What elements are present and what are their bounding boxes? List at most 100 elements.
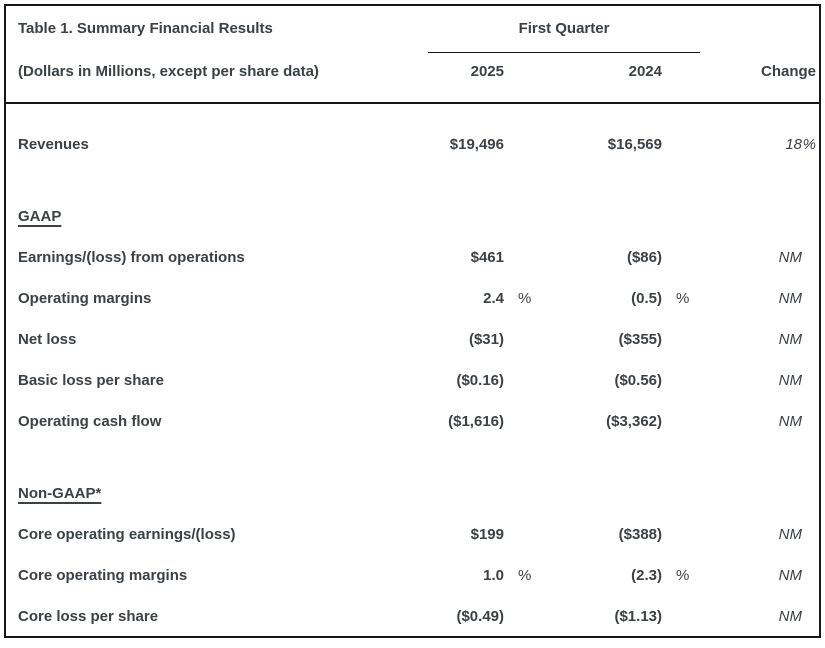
change-text: NM [778, 413, 802, 430]
change-value: NM [712, 555, 816, 596]
change-value: NM [712, 319, 816, 360]
table-title: Table 1. Summary Financial Results [18, 20, 273, 37]
table-row: Net loss ($31) ($355) NM [18, 319, 816, 360]
first-quarter-spanner: First Quarter [398, 18, 712, 53]
change-value: NM [712, 278, 816, 319]
value-2025: $461 [470, 249, 504, 266]
percent-sign-2025: % [518, 290, 532, 307]
value-2024: ($355) [618, 331, 662, 348]
change-value: NM [712, 237, 816, 278]
table-subtitle: (Dollars in Millions, except per share d… [18, 63, 319, 80]
column-header-2025: 2025 [470, 63, 504, 80]
table-row: Core operating margins 1.0 % (2.3) % NM [18, 555, 816, 596]
table-row: Non-GAAP* [18, 473, 816, 514]
percent-sign-2025 [504, 360, 554, 401]
value-2025: ($31) [468, 331, 504, 348]
row-label: Earnings/(loss) from operations [18, 249, 245, 266]
value-2024: ($388) [618, 526, 662, 543]
change-text: NM [778, 372, 802, 389]
value-2025: ($0.49) [456, 608, 504, 625]
percent-sign-2024 [662, 319, 712, 360]
table-row: Revenues $19,496 $16,569 18% [18, 124, 816, 165]
change-percent-sign: % [802, 136, 816, 153]
percent-sign-2024 [662, 473, 712, 514]
row-label: Operating cash flow [18, 413, 162, 430]
percent-sign-2025 [504, 401, 554, 442]
first-quarter-label: First Quarter [428, 18, 700, 53]
percent-sign-2024 [662, 196, 712, 237]
change-text: NM [778, 249, 802, 266]
percent-sign-2024 [662, 124, 712, 165]
percent-sign-2024: % [676, 567, 690, 584]
table-row: Basic loss per share ($0.16) ($0.56) NM [18, 360, 816, 401]
table-row: Operating margins 2.4 % (0.5) % NM [18, 278, 816, 319]
row-label: Non-GAAP* [18, 485, 102, 502]
value-2025: $199 [470, 526, 504, 543]
value-2024 [554, 196, 662, 237]
change-value [712, 196, 816, 237]
percent-sign-2024 [662, 401, 712, 442]
value-2025: 1.0 [483, 567, 504, 584]
table-row: Core loss per share ($0.49) ($1.13) NM [18, 596, 816, 636]
percent-sign-2025 [504, 124, 554, 165]
value-2025: ($0.16) [456, 372, 504, 389]
row-label: Revenues [18, 136, 89, 153]
summary-financial-results-table: Table 1. Summary Financial Results First… [4, 4, 821, 638]
change-text: 18 [785, 136, 802, 153]
row-label: GAAP [18, 208, 62, 225]
change-text: NM [778, 331, 802, 348]
percent-sign-2025 [504, 596, 554, 636]
header-divider [6, 102, 819, 104]
column-header-2024: 2024 [628, 63, 662, 80]
value-2024 [554, 473, 662, 514]
change-value [712, 473, 816, 514]
value-2024: (2.3) [631, 567, 662, 584]
value-2024: ($86) [626, 249, 662, 266]
value-2024: ($0.56) [614, 372, 662, 389]
percent-sign-2025 [504, 514, 554, 555]
value-2024: ($3,362) [606, 413, 662, 430]
spacer-row [18, 442, 816, 473]
value-2025: $19,496 [449, 136, 504, 153]
percent-sign-2025: % [518, 567, 532, 584]
spacer-row [18, 165, 816, 196]
table-row: Earnings/(loss) from operations $461 ($8… [18, 237, 816, 278]
value-2024: $16,569 [607, 136, 662, 153]
change-value: 18% [712, 124, 816, 165]
change-value: NM [712, 360, 816, 401]
table-body: Revenues $19,496 $16,569 18% GAAP Earnin… [6, 104, 819, 636]
percent-sign-2024 [662, 237, 712, 278]
change-value: NM [712, 514, 816, 555]
percent-sign-2025 [504, 237, 554, 278]
row-label: Core operating margins [18, 567, 188, 584]
row-label: Core loss per share [18, 608, 159, 625]
value-2025 [398, 196, 504, 237]
percent-sign-2025 [504, 473, 554, 514]
value-2024: (0.5) [631, 290, 662, 307]
row-label: Basic loss per share [18, 372, 164, 389]
percent-sign-2024: % [676, 290, 690, 307]
change-text: NM [778, 608, 802, 625]
change-text: NM [778, 567, 802, 584]
percent-sign-2024 [662, 360, 712, 401]
table-row: Operating cash flow ($1,616) ($3,362) NM [18, 401, 816, 442]
percent-sign-2024 [662, 596, 712, 636]
row-label: Operating margins [18, 290, 152, 307]
table-row: Core operating earnings/(loss) $199 ($38… [18, 514, 816, 555]
header-empty-cell [712, 18, 816, 53]
table-header: Table 1. Summary Financial Results First… [6, 6, 819, 85]
row-label: Net loss [18, 331, 77, 348]
value-2025: 2.4 [483, 290, 504, 307]
value-2025: ($1,616) [448, 413, 504, 430]
value-2025 [398, 473, 504, 514]
percent-sign-2024 [662, 514, 712, 555]
column-header-change: Change [760, 63, 816, 80]
percent-sign-2025 [504, 196, 554, 237]
value-2024: ($1.13) [614, 608, 662, 625]
header-spacer-cell [662, 59, 712, 85]
row-label: Core operating earnings/(loss) [18, 526, 236, 543]
header-spacer-cell [504, 59, 554, 85]
change-value: NM [712, 401, 816, 442]
change-text: NM [778, 290, 802, 307]
change-value: NM [712, 596, 816, 636]
